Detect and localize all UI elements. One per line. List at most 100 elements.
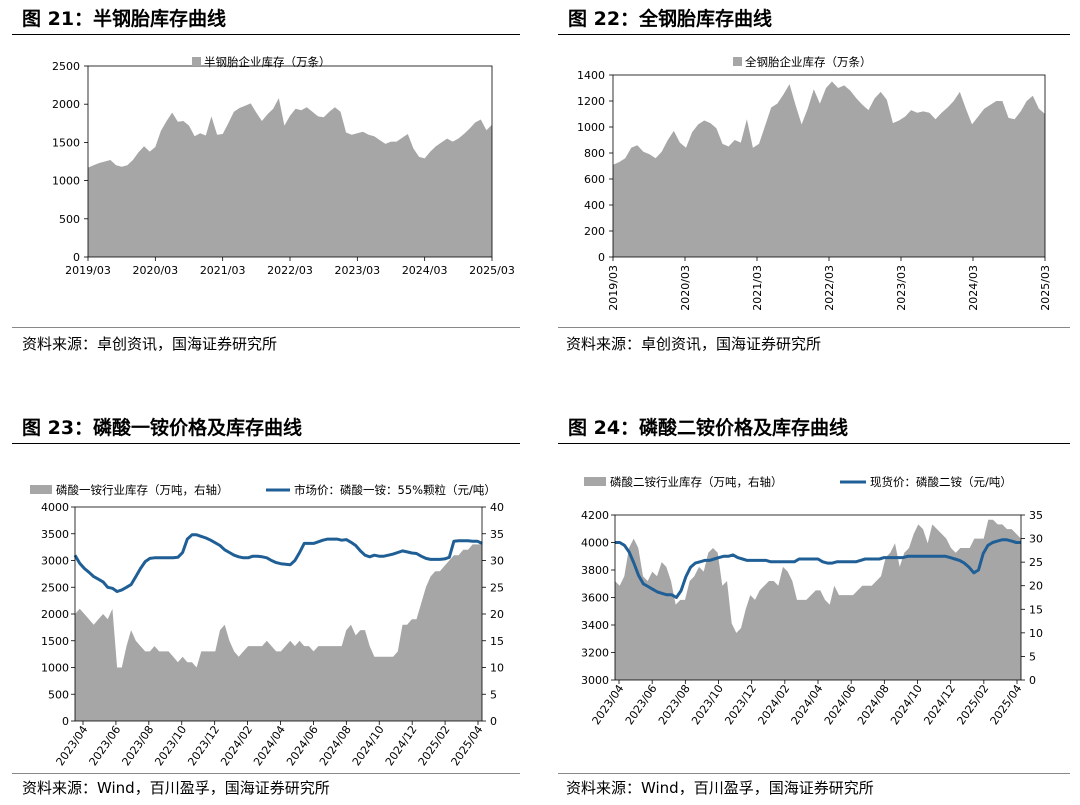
x-tick-label: 2025/04 [449, 723, 486, 768]
y-tick-label: 15 [490, 635, 504, 648]
figure-24-source: 资料来源：Wind，百川盈孚，国海证券研究所 [566, 779, 874, 797]
x-tick-label: 2023/12 [722, 682, 759, 727]
x-tick-label: 2024/02 [755, 682, 792, 727]
x-tick-label: 2020/03 [679, 265, 692, 311]
y-tick-label: 4000 [581, 537, 609, 550]
legend-label-inventory: 半钢胎企业库存（万条） [204, 55, 331, 69]
legend-label-inventory: 磷酸一铵行业库存（万吨，右轴） [56, 483, 229, 497]
y-tick-label: 3500 [41, 528, 69, 541]
y-tick-label: 1000 [577, 121, 605, 134]
legend-label-price: 市场价：磷酸一铵：55%颗粒（元/吨） [294, 483, 496, 497]
x-tick-label: 2023/06 [623, 682, 660, 727]
y-tick-label: 4000 [41, 501, 69, 514]
y-tick-label: 2000 [41, 608, 69, 621]
y-tick-label: 3000 [581, 674, 609, 687]
figure-24-top-rule [558, 443, 1070, 444]
y-tick-label: 200 [584, 225, 605, 238]
y-tick-label: 0 [490, 715, 497, 728]
y-tick-label: 3200 [581, 647, 609, 660]
figure-23-top-rule [12, 443, 520, 444]
y-tick-label: 1500 [41, 635, 69, 648]
x-tick-label: 2019/03 [607, 265, 620, 311]
figure-22-chart: 0 200 400 600 800 1000 1200 1400 2019/03 2020/03 2… [577, 55, 1052, 311]
y-tick-label: 1000 [52, 175, 80, 188]
y-tick-label: 3000 [41, 555, 69, 568]
legend-swatch-area [192, 57, 201, 66]
inventory-area [613, 81, 1045, 257]
y-tick-label: 0 [73, 251, 80, 264]
figure-22-source: 资料来源：卓创资讯，国海证券研究所 [566, 335, 822, 353]
y-tick-label: 4200 [581, 509, 609, 522]
x-tick-label: 2023/03 [334, 264, 380, 277]
figure-24-bottom-rule [558, 773, 1070, 774]
legend-swatch-area [584, 477, 606, 486]
y-tick-label: 35 [490, 528, 504, 541]
y-tick-label: 5 [1029, 650, 1036, 663]
figure-21-source: 资料来源：卓创资讯，国海证券研究所 [22, 335, 278, 353]
figure-24-chart: 3000 3200 3400 3600 3800 4000 4200 0 5 10 15 20 25 30… [581, 475, 1043, 727]
x-tick-label: 2023/03 [895, 265, 908, 311]
y-tick-label: 1500 [52, 136, 80, 149]
x-tick-label: 2023/10 [689, 682, 726, 727]
x-tick-label: 2022/03 [823, 265, 836, 311]
x-tick-label: 2023/10 [152, 723, 189, 768]
figure-23-title: 图 23：磷酸一铵价格及库存曲线 [22, 417, 303, 439]
y-tick-label: 30 [1029, 533, 1043, 546]
x-tick-label: 2024/06 [822, 682, 859, 727]
x-tick-label: 2025/02 [416, 723, 453, 768]
figure-24-title: 图 24：磷酸二铵价格及库存曲线 [568, 417, 849, 439]
figure-21-chart: 0 500 1000 1500 2000 2500 2019/03 2020/03 2021/0… [52, 55, 515, 277]
x-tick-label: 2025/04 [988, 682, 1025, 727]
y-tick-label: 400 [584, 199, 605, 212]
figure-23-source: 资料来源：Wind，百川盈孚，国海证券研究所 [22, 779, 330, 797]
y-tick-label: 2500 [52, 60, 80, 73]
inventory-area [88, 98, 492, 257]
x-tick-label: 2023/08 [119, 723, 156, 768]
y-tick-label: 35 [1029, 509, 1043, 522]
figure-22-top-rule [558, 34, 1070, 35]
y-tick-label: 3800 [581, 564, 609, 577]
y-tick-label: 25 [1029, 556, 1043, 569]
x-tick-label: 2024/02 [218, 723, 255, 768]
y-tick-label: 500 [48, 688, 69, 701]
legend-swatch-area [30, 485, 52, 494]
legend-label-inventory: 磷酸二铵行业库存（万吨，右轴） [610, 475, 783, 489]
y-tick-label: 600 [584, 173, 605, 186]
y-tick-label: 2000 [52, 98, 80, 111]
x-tick-label: 2024/04 [789, 682, 826, 727]
inventory-area [75, 544, 482, 721]
price-line [73, 533, 483, 593]
y-tick-label: 40 [490, 501, 504, 514]
y-tick-label: 500 [59, 213, 80, 226]
x-tick-label: 2024/03 [402, 264, 448, 277]
y-tick-label: 25 [490, 581, 504, 594]
x-tick-label: 2024/08 [855, 682, 892, 727]
x-tick-label: 2025/03 [469, 264, 515, 277]
x-tick-label: 2020/03 [132, 264, 178, 277]
x-tick-label: 2024/12 [383, 723, 420, 768]
y-tick-label: 1400 [577, 69, 605, 82]
x-tick-label: 2024/06 [284, 723, 321, 768]
y-tick-label: 0 [1029, 674, 1036, 687]
y-tick-label: 1200 [577, 95, 605, 108]
x-tick-label: 2021/03 [751, 265, 764, 311]
y-tick-label: 30 [490, 555, 504, 568]
y-tick-label: 800 [584, 147, 605, 160]
x-tick-label: 2024/12 [921, 682, 958, 727]
x-tick-label: 2022/03 [267, 264, 313, 277]
y-tick-label: 3600 [581, 592, 609, 605]
x-tick-label: 2024/08 [317, 723, 354, 768]
y-tick-label: 15 [1029, 603, 1043, 616]
figure-22-bottom-rule [558, 327, 1070, 328]
x-tick-label: 2023/08 [656, 682, 693, 727]
y-tick-label: 2500 [41, 581, 69, 594]
x-tick-label: 2025/03 [1039, 265, 1052, 311]
figure-23-bottom-rule [12, 773, 520, 774]
y-tick-label: 1000 [41, 662, 69, 675]
x-tick-label: 2021/03 [200, 264, 246, 277]
x-tick-label: 2023/12 [185, 723, 222, 768]
y-tick-label: 20 [1029, 580, 1043, 593]
x-tick-label: 2024/10 [888, 682, 925, 727]
legend-label-inventory: 全钢胎企业库存（万条） [745, 55, 872, 69]
y-tick-label: 20 [490, 608, 504, 621]
